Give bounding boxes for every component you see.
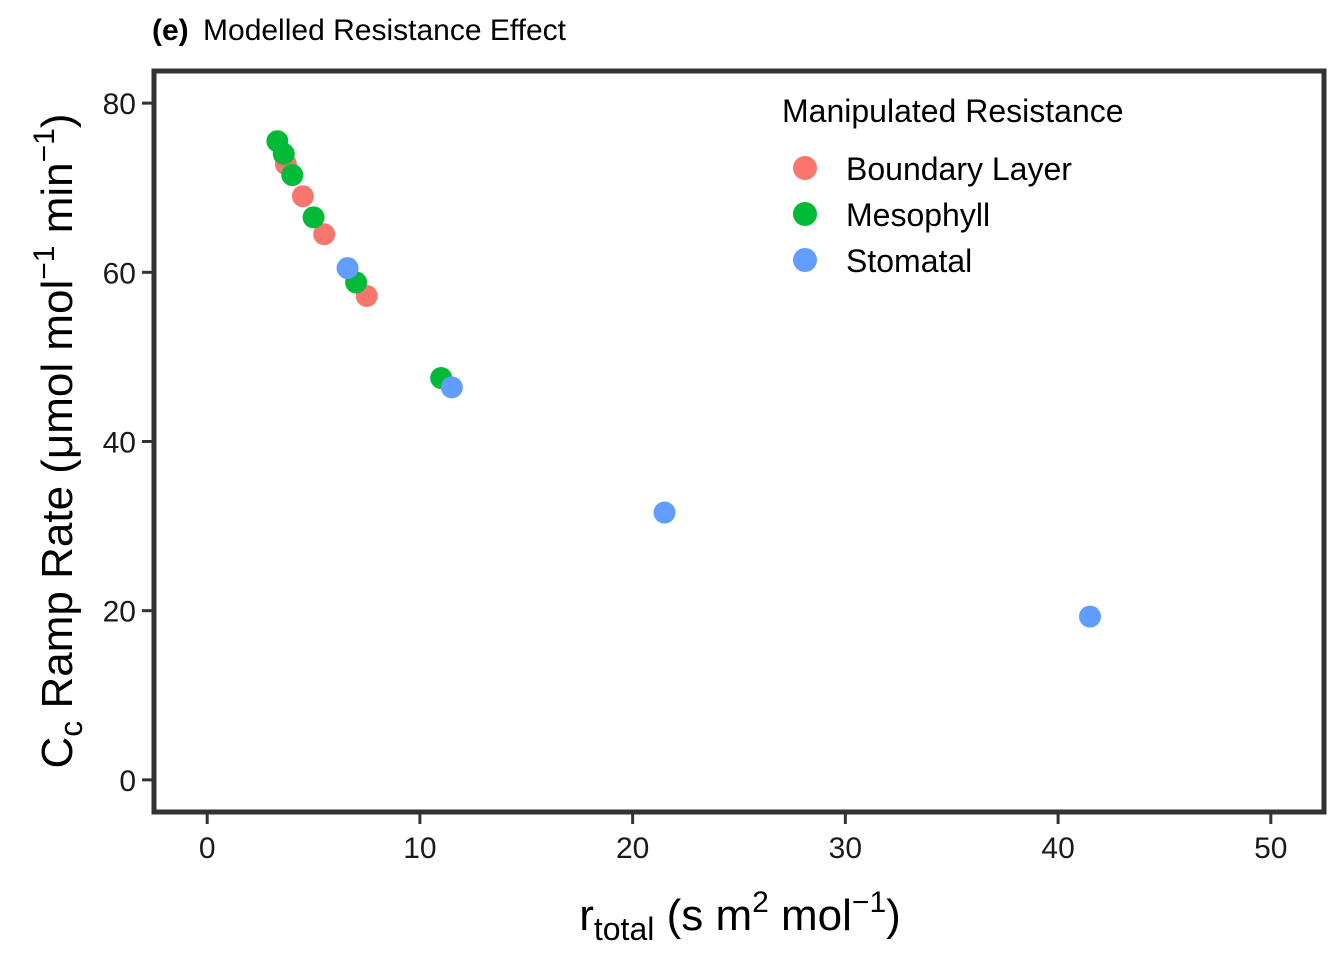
x-label-end: ) <box>886 891 901 940</box>
data-point <box>313 223 336 246</box>
data-point <box>653 501 676 524</box>
x-tick-label: 10 <box>403 832 436 865</box>
y-tick-label: 20 <box>103 596 136 629</box>
x-tick-label: 40 <box>1041 832 1074 865</box>
data-point <box>336 257 359 280</box>
legend: Manipulated Resistance Boundary Layer Mes… <box>782 93 1124 279</box>
y-label-mid: min <box>33 162 82 245</box>
chart-title-prefix: (e) <box>152 14 189 47</box>
x-tick-label: 20 <box>616 832 649 865</box>
legend-key <box>793 248 817 272</box>
data-point <box>291 185 314 208</box>
y-label-subscript: c <box>53 721 89 737</box>
legend-items: Boundary Layer Mesophyll Stomatal <box>793 151 1072 279</box>
y-tick-label: 40 <box>103 427 136 460</box>
x-label-subscript: total <box>594 911 654 947</box>
x-label-sup1: 2 <box>752 886 769 919</box>
x-tick-label: 30 <box>829 832 862 865</box>
x-axis-label: rtotal (s m2 mol−1) <box>579 886 901 947</box>
data-point <box>1079 605 1101 628</box>
y-label-sup1: −1 <box>28 245 61 279</box>
x-label-main: r <box>579 891 594 940</box>
data-point <box>281 164 304 187</box>
data-point <box>440 376 463 399</box>
legend-title: Manipulated Resistance <box>782 93 1124 129</box>
y-label-rest: Ramp Rate (μmol mol <box>33 280 82 721</box>
y-tick-label: 0 <box>119 765 136 798</box>
chart-title: (e) Modelled Resistance Effect <box>152 14 567 47</box>
series-stomatal <box>336 257 1101 628</box>
x-axis: 0 10 20 30 40 50 <box>199 814 1288 865</box>
legend-label: Mesophyll <box>846 197 990 233</box>
legend-label: Stomatal <box>846 243 972 279</box>
data-point <box>302 206 325 229</box>
y-tick-label: 60 <box>103 257 136 290</box>
y-axis: 0 20 40 60 80 <box>103 88 152 798</box>
legend-key <box>793 156 817 180</box>
data-points <box>266 130 1101 628</box>
x-tick-label: 50 <box>1254 832 1287 865</box>
legend-key <box>793 202 817 226</box>
data-point <box>272 142 295 165</box>
legend-label: Boundary Layer <box>846 151 1072 187</box>
y-tick-label: 80 <box>103 88 136 121</box>
y-label-main: C <box>33 737 82 769</box>
x-label-sup2: −1 <box>852 886 886 919</box>
plot-panel <box>151 68 1327 815</box>
y-axis-label: Cc Ramp Rate (μmol mol−1 min−1) <box>28 113 89 768</box>
x-tick-label: 0 <box>199 832 216 865</box>
y-label-end: ) <box>33 113 82 128</box>
series-mesophyll <box>266 130 453 390</box>
x-label-rest: (s m <box>654 891 752 940</box>
y-label-sup2: −1 <box>28 128 61 162</box>
chart-title-text: Modelled Resistance Effect <box>203 14 567 47</box>
x-label-mid: mol <box>769 891 852 940</box>
